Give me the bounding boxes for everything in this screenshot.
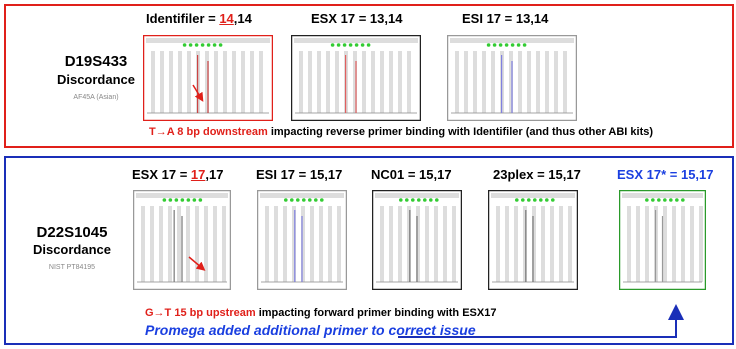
slide: {"panels": [ {"locus": "D19S433", "disco… (0, 0, 736, 349)
pointer-arrow (193, 85, 201, 98)
bracket-arrow (398, 312, 676, 337)
overlay (0, 0, 736, 349)
pointer-arrow (189, 257, 202, 268)
